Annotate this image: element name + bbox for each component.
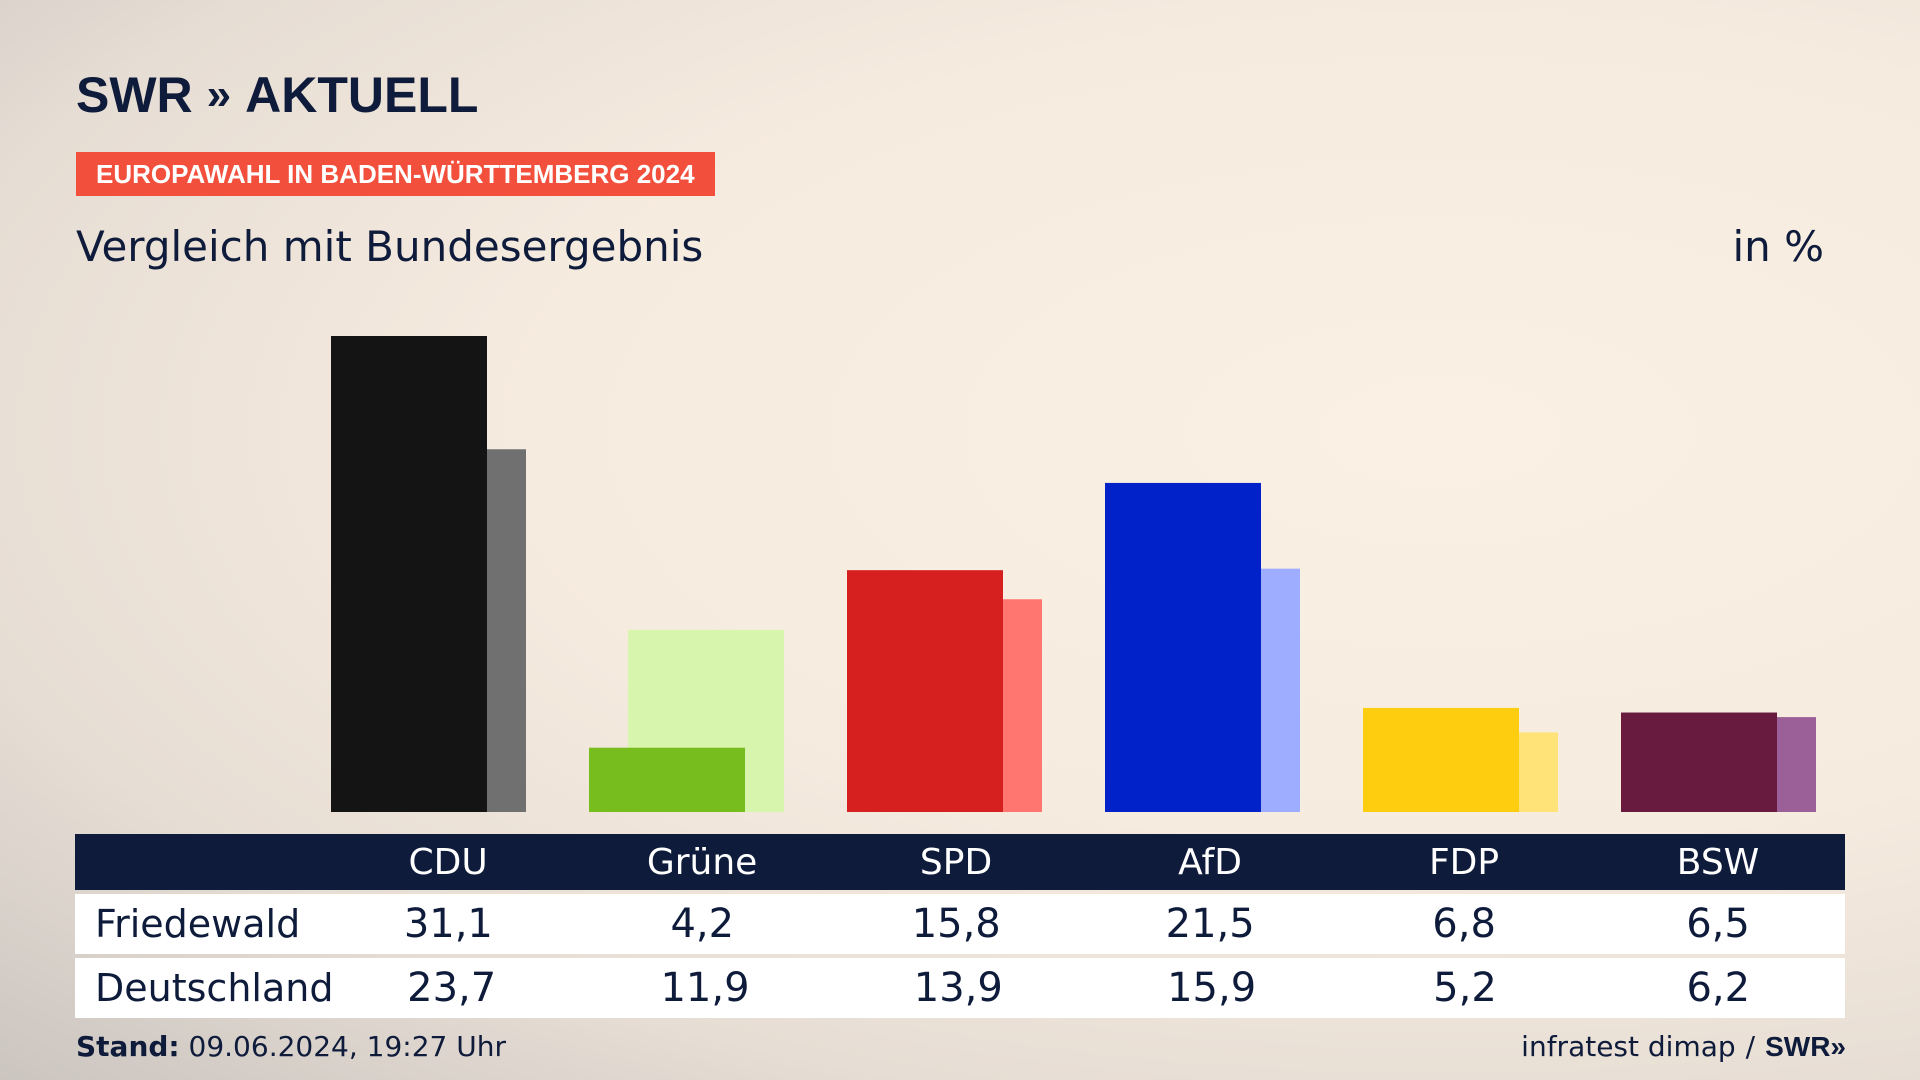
bar-friedewald-spd [847, 570, 1003, 812]
bar-friedewald-afd [1105, 482, 1261, 812]
bar-deutschland-cdu [487, 449, 526, 812]
value-friedewald-bsw: 6,5 [1686, 901, 1750, 947]
bar-friedewald-cdu [331, 336, 487, 812]
bar-deutschland-fdp [1519, 732, 1558, 812]
value-friedewald-afd: 21,5 [1165, 901, 1255, 947]
row-label-friedewald: Friedewald [95, 902, 301, 946]
table-header: CDU Grüne SPD AfD FDP BSW [75, 834, 1845, 890]
value-deutschland-cdu: 23,7 [407, 965, 497, 1011]
unit-label: in % [1732, 222, 1824, 271]
bar-friedewald-fdp [1363, 707, 1519, 812]
logo-suffix: AKTUELL [245, 67, 479, 123]
bar-friedewald-bsw [1621, 712, 1777, 812]
bar-friedewald-gruene [589, 747, 745, 812]
header-bsw: BSW [1676, 841, 1760, 883]
swr-aktuell-logo: SWR » AKTUELL [76, 66, 478, 124]
bar-deutschland-afd [1261, 568, 1300, 812]
value-deutschland-gruene: 11,9 [660, 965, 750, 1011]
row-label-deutschland: Deutschland [95, 966, 334, 1010]
results-table: CDU Grüne SPD AfD FDP BSW Friedewald 31,… [75, 834, 1845, 1018]
header-cdu: CDU [408, 841, 488, 883]
bar-deutschland-spd [1003, 599, 1042, 812]
stand-label: Stand: [76, 1030, 180, 1063]
chart-subtitle: Vergleich mit Bundesergebnis [76, 222, 704, 271]
header-fdp: FDP [1428, 841, 1500, 883]
logo-text: SWR [76, 67, 193, 123]
source-credit: infratest dimap / SWR» [1521, 1030, 1846, 1063]
table-row-friedewald: Friedewald 31,1 4,2 15,8 21,5 6,8 6,5 [75, 894, 1845, 954]
value-deutschland-afd: 15,9 [1167, 965, 1257, 1011]
stand-value: 09.06.2024, 19:27 Uhr [188, 1030, 506, 1063]
table-row-deutschland: Deutschland 23,7 11,9 13,9 15,9 5,2 6,2 [75, 958, 1845, 1018]
value-deutschland-spd: 13,9 [913, 965, 1003, 1011]
value-friedewald-spd: 15,8 [911, 901, 1001, 947]
bar-deutschland-bsw [1777, 717, 1816, 812]
header-gruene: Grüne [646, 841, 758, 883]
value-deutschland-bsw: 6,2 [1686, 965, 1751, 1011]
swr-brand-icon: SWR» [1765, 1030, 1846, 1062]
value-friedewald-gruene: 4,2 [670, 901, 735, 947]
value-friedewald-cdu: 31,1 [403, 901, 493, 947]
bar-chart [331, 336, 1816, 812]
header-spd: SPD [919, 841, 993, 883]
election-tag: EUROPAWAHL IN BADEN-WÜRTTEMBERG 2024 [76, 152, 715, 196]
header-afd: AfD [1178, 841, 1242, 883]
value-deutschland-fdp: 5,2 [1433, 965, 1497, 1011]
timestamp: Stand: 09.06.2024, 19:27 Uhr [76, 1030, 506, 1063]
source-text: infratest dimap [1521, 1030, 1736, 1063]
source-separator: / [1745, 1030, 1756, 1063]
value-friedewald-fdp: 6,8 [1432, 901, 1496, 947]
